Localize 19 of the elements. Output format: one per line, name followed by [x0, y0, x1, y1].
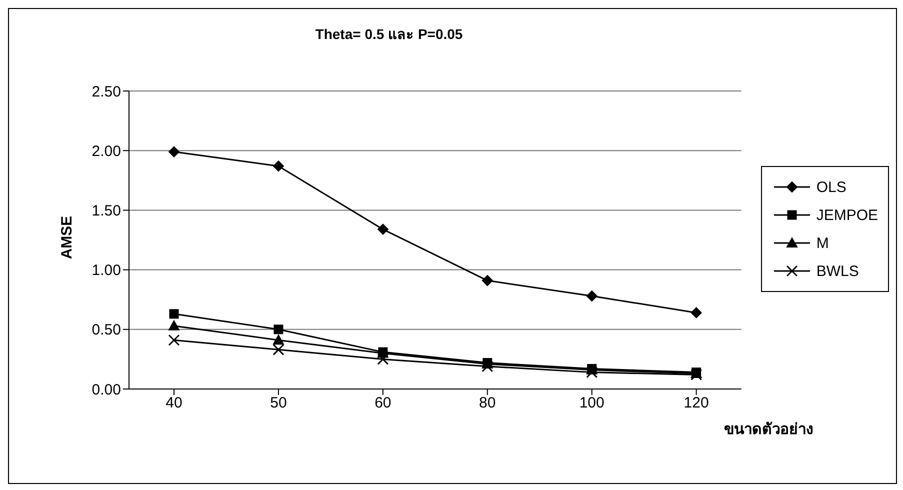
y-tick-label: 0.50	[92, 322, 121, 339]
legend-label: BWLS	[816, 262, 859, 280]
legend-label: M	[816, 234, 829, 252]
legend-label: OLS	[816, 178, 846, 196]
legend-label: JEMPOE	[816, 206, 878, 224]
x-tick-label: 50	[270, 394, 287, 412]
y-tick-label: 2.50	[92, 83, 121, 100]
x-tick-label: 120	[684, 394, 709, 412]
y-tick-label: 1.00	[92, 262, 121, 280]
x-tick-label: 40	[166, 394, 182, 412]
y-tick-label: 2.00	[92, 142, 121, 160]
y-axis-title: AMSE	[58, 214, 76, 262]
x-axis-title: ขนาดตัวอย่าง	[724, 420, 813, 440]
y-tick-label: 0.00	[92, 381, 121, 398]
chart-title: Theta= 0.5 และ P=0.05	[314, 25, 464, 44]
y-tick-label: 1.50	[92, 202, 121, 220]
x-tick-label: 60	[374, 394, 392, 412]
x-tick-label: 80	[479, 394, 496, 412]
x-tick-label: 100	[579, 394, 604, 412]
